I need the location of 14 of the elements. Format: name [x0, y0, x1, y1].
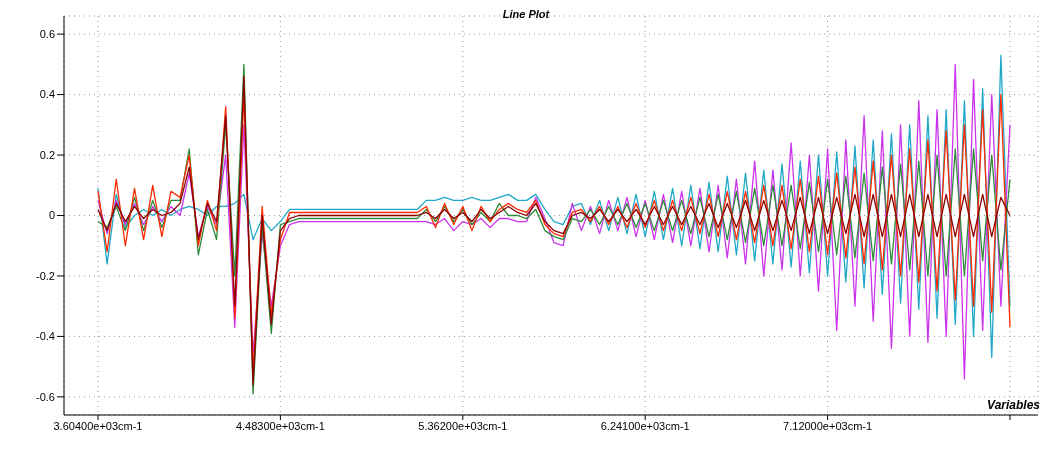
- chart-title: Line Plot: [501, 8, 551, 20]
- y-tick-label: 0.6: [39, 28, 55, 41]
- x-tick-label: 3.60400e+03cm-1: [53, 419, 143, 432]
- y-tick-label: 0.4: [39, 88, 55, 101]
- y-tick-label: 0: [48, 209, 55, 222]
- x-tick-label: 5.36200e+03cm-1: [418, 419, 508, 432]
- y-tick-label: -0.2: [36, 269, 55, 282]
- x-tick-label: 7.12000e+03cm-1: [783, 419, 873, 432]
- x-axis-title: Variables: [987, 398, 1040, 412]
- x-tick-label: 4.48300e+03cm-1: [235, 419, 325, 432]
- x-tick-label: 6.24100e+03cm-1: [600, 419, 690, 432]
- y-tick-label: -0.4: [36, 330, 55, 343]
- y-tick-label: 0.2: [39, 148, 55, 161]
- y-tick-label: -0.6: [36, 390, 55, 403]
